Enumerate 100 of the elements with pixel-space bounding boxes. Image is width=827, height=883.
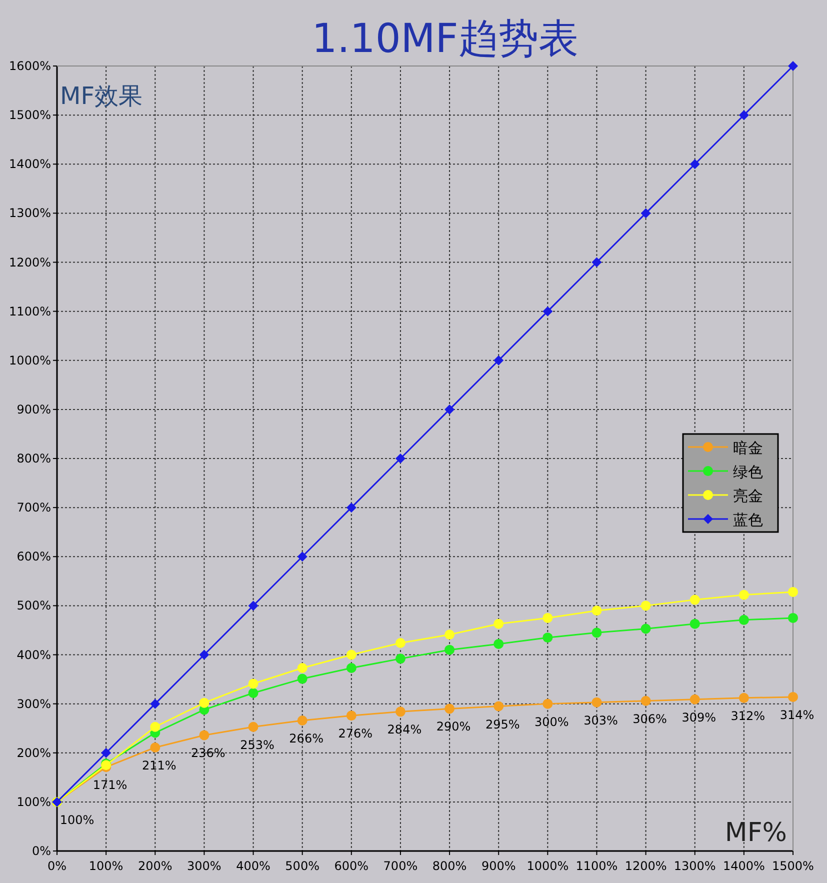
point bbox=[248, 600, 258, 611]
legend-label: 蓝色 bbox=[733, 511, 763, 529]
point bbox=[738, 590, 749, 600]
y-tick-label: 600% bbox=[16, 550, 51, 564]
data-label: 290% bbox=[436, 720, 471, 734]
x-tick-label: 200% bbox=[138, 859, 172, 873]
point bbox=[199, 698, 210, 708]
point bbox=[346, 502, 356, 513]
point bbox=[297, 674, 308, 684]
chart-title: 1.10MF趋势表 bbox=[312, 16, 578, 62]
point bbox=[542, 632, 553, 643]
point bbox=[690, 159, 700, 170]
data-label: 300% bbox=[534, 714, 569, 729]
x-tick-label: 1000% bbox=[526, 859, 569, 873]
y-tick-label: 0% bbox=[32, 844, 51, 858]
y-tick-label: 1000% bbox=[9, 353, 51, 368]
y-tick-label: 500% bbox=[16, 598, 51, 613]
point bbox=[592, 697, 602, 708]
data-label: 312% bbox=[730, 708, 766, 723]
point bbox=[444, 630, 455, 640]
point bbox=[199, 650, 210, 660]
point bbox=[297, 552, 308, 562]
point bbox=[738, 614, 749, 625]
data-label: 100% bbox=[60, 812, 94, 827]
y-tick-label: 300% bbox=[16, 696, 51, 711]
point bbox=[788, 61, 798, 71]
y-axis-title: MF效果 bbox=[60, 82, 143, 110]
legend-label: 暗金 bbox=[733, 439, 763, 457]
y-tick-label: 200% bbox=[16, 746, 51, 760]
point bbox=[788, 586, 798, 597]
point bbox=[395, 706, 406, 717]
point bbox=[542, 612, 553, 623]
y-tick-label: 400% bbox=[16, 648, 51, 662]
data-label: 303% bbox=[584, 713, 618, 728]
point bbox=[297, 715, 308, 726]
x-tick-label: 500% bbox=[285, 859, 320, 873]
point bbox=[640, 624, 651, 634]
x-tick-label: 1300% bbox=[674, 859, 716, 873]
x-tick-label: 300% bbox=[187, 859, 222, 873]
point bbox=[592, 628, 602, 638]
data-label: 276% bbox=[338, 726, 373, 741]
point bbox=[494, 638, 504, 649]
point bbox=[199, 730, 210, 740]
y-tick-label: 700% bbox=[16, 500, 51, 515]
x-tick-label: 0% bbox=[47, 859, 67, 873]
point bbox=[150, 722, 160, 732]
point bbox=[395, 454, 406, 464]
y-tick-label: 1600% bbox=[9, 59, 51, 73]
point bbox=[592, 606, 602, 616]
data-label: 314% bbox=[780, 708, 814, 722]
x-tick-label: 700% bbox=[383, 859, 418, 873]
point bbox=[640, 208, 651, 218]
data-label: 284% bbox=[387, 722, 422, 737]
x-tick-label: 1400% bbox=[722, 859, 765, 873]
point bbox=[640, 600, 651, 611]
x-tick-label: 900% bbox=[481, 859, 516, 873]
point bbox=[788, 612, 798, 623]
x-tick-label: 1100% bbox=[576, 859, 618, 873]
point bbox=[346, 710, 356, 721]
point bbox=[297, 662, 308, 673]
point bbox=[444, 404, 455, 414]
x-tick-label: 1500% bbox=[772, 859, 814, 873]
point bbox=[738, 110, 749, 120]
point bbox=[788, 692, 798, 702]
data-label: 236% bbox=[191, 746, 226, 760]
y-tick-label: 1300% bbox=[9, 206, 51, 220]
point bbox=[738, 692, 749, 703]
point bbox=[494, 355, 504, 366]
point bbox=[150, 742, 160, 752]
point bbox=[248, 688, 258, 698]
y-tick-label: 1500% bbox=[9, 108, 51, 122]
data-label: 253% bbox=[240, 738, 274, 752]
x-tick-label: 400% bbox=[236, 859, 270, 873]
point bbox=[494, 618, 504, 629]
point bbox=[101, 748, 112, 758]
data-label: 211% bbox=[142, 758, 176, 772]
point bbox=[248, 678, 258, 689]
point bbox=[248, 722, 258, 732]
y-tick-label: 900% bbox=[16, 402, 51, 416]
legend-label: 亮金 bbox=[733, 487, 763, 505]
y-tick-label: 100% bbox=[16, 794, 51, 809]
point bbox=[346, 650, 356, 660]
x-axis-title: MF% bbox=[724, 818, 787, 848]
legend-label: 绿色 bbox=[733, 463, 763, 481]
x-tick-label: 100% bbox=[88, 859, 124, 873]
data-label: 295% bbox=[485, 717, 520, 732]
y-tick-label: 1400% bbox=[9, 157, 51, 172]
point bbox=[395, 654, 406, 664]
point bbox=[592, 257, 602, 268]
point bbox=[444, 704, 455, 714]
point bbox=[542, 698, 553, 709]
point bbox=[690, 694, 700, 704]
y-tick-label: 800% bbox=[16, 452, 51, 466]
point bbox=[444, 644, 455, 655]
point bbox=[346, 662, 356, 673]
x-tick-label: 800% bbox=[432, 859, 467, 873]
x-tick-label: 1200% bbox=[624, 859, 667, 873]
data-label: 306% bbox=[632, 712, 667, 726]
data-label: 266% bbox=[289, 731, 324, 746]
data-label: 171% bbox=[92, 778, 128, 792]
